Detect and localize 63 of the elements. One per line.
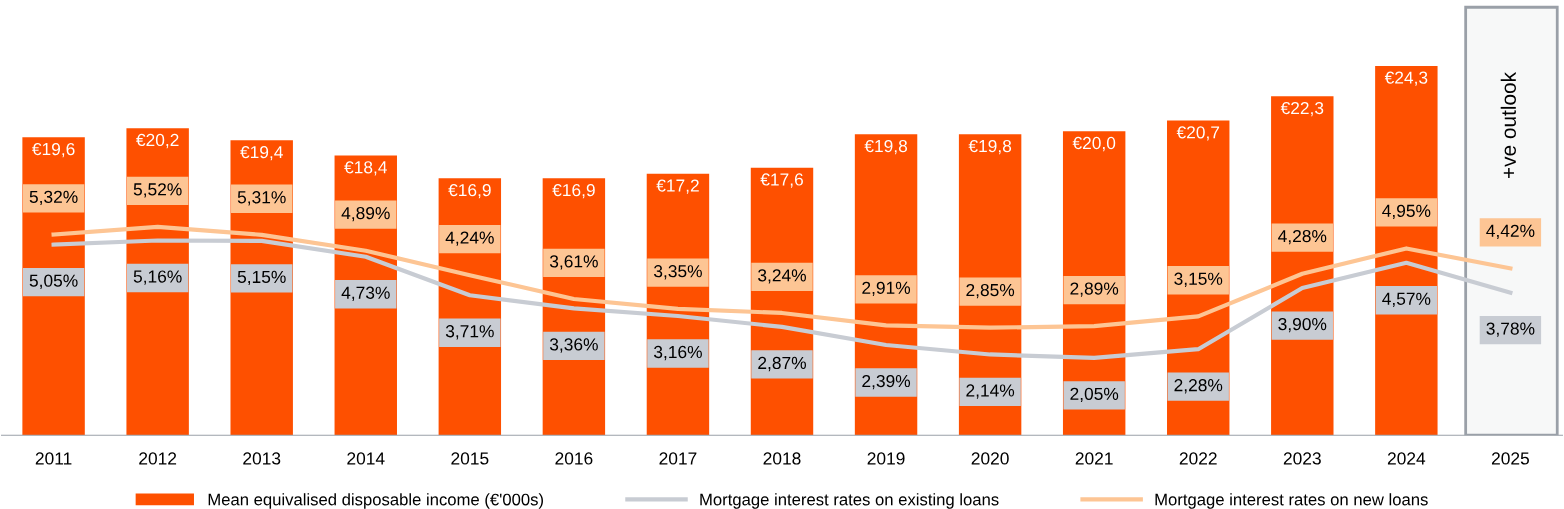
data-label: 3,90%: [1278, 317, 1327, 333]
data-label: €24,3: [1384, 71, 1428, 86]
data-label: €20,2: [136, 133, 179, 149]
data-label: 5,15%: [237, 270, 286, 286]
data-label: 4,73%: [341, 286, 390, 301]
data-label: 5,16%: [133, 270, 182, 285]
data-label: €19,8: [864, 139, 908, 155]
band-label: +ve outlook: [1500, 71, 1516, 179]
data-label: 5,32%: [29, 190, 78, 206]
data-label: 5,52%: [133, 183, 182, 198]
data-label: 2,28%: [1174, 379, 1223, 394]
data-label: €20,7: [1176, 126, 1220, 141]
data-label: 2,89%: [1070, 282, 1119, 297]
data-label: 3,36%: [549, 338, 598, 353]
data-label: 5,05%: [29, 274, 78, 289]
data-label: 2,91%: [862, 281, 911, 297]
x-tick-label: 2017: [659, 452, 697, 465]
x-tick-label: 2019: [867, 452, 905, 465]
data-label: 3,24%: [758, 269, 806, 284]
data-label: 4,28%: [1278, 229, 1327, 245]
data-label: 4,24%: [445, 231, 494, 246]
x-tick-label: 2024: [1387, 452, 1426, 465]
data-label: €22,3: [1280, 101, 1324, 117]
data-label: €19,4: [240, 145, 283, 161]
data-label: 4,57%: [1382, 292, 1431, 307]
x-tick-label: 2022: [1179, 452, 1217, 465]
data-label: €19,8: [968, 139, 1012, 155]
data-label: €17,2: [656, 179, 699, 194]
data-label: 5,31%: [237, 191, 286, 206]
data-label: 2,39%: [862, 374, 911, 390]
data-label: 2,05%: [1070, 387, 1119, 403]
x-tick-label: 2011: [35, 452, 72, 465]
data-label: €18,4: [344, 161, 387, 176]
legend-label: Mortgage interest rates on new loans: [1155, 493, 1428, 509]
data-label: 3,78%: [1486, 322, 1535, 337]
x-tick-label: 2023: [1283, 452, 1321, 465]
data-label: 3,16%: [653, 345, 702, 361]
data-label: €16,9: [448, 183, 491, 199]
data-label: 4,42%: [1486, 224, 1535, 240]
legend-label: Mortgage interest rates on existing loans: [700, 493, 999, 509]
data-label: 3,71%: [445, 325, 494, 340]
x-tick-label: 2020: [971, 452, 1009, 465]
data-label: 3,35%: [653, 265, 702, 280]
x-tick-label: 2016: [555, 452, 593, 465]
data-label: 3,61%: [549, 255, 598, 270]
x-tick-label: 2012: [139, 452, 177, 465]
data-label: €20,0: [1072, 136, 1116, 152]
x-tick-label: 2014: [347, 452, 385, 465]
x-tick-label: 2013: [243, 452, 281, 465]
data-label: 4,95%: [1382, 204, 1431, 220]
legend-label: Mean equivalised disposable income (€'000s): [208, 493, 543, 509]
data-label: €19,6: [32, 142, 75, 158]
data-label: 2,87%: [758, 356, 806, 372]
x-tick-label: 2018: [763, 452, 801, 465]
x-tick-label: 2015: [451, 452, 489, 465]
data-label: €16,9: [552, 183, 595, 199]
data-label: 2,85%: [966, 283, 1015, 299]
data-label: 3,15%: [1174, 272, 1223, 287]
data-label: 4,89%: [341, 206, 390, 222]
x-tick-label: 2025: [1491, 452, 1529, 465]
x-tick-label: 2021: [1075, 452, 1113, 465]
data-label: €17,6: [760, 173, 803, 188]
data-label: 2,14%: [966, 384, 1015, 399]
